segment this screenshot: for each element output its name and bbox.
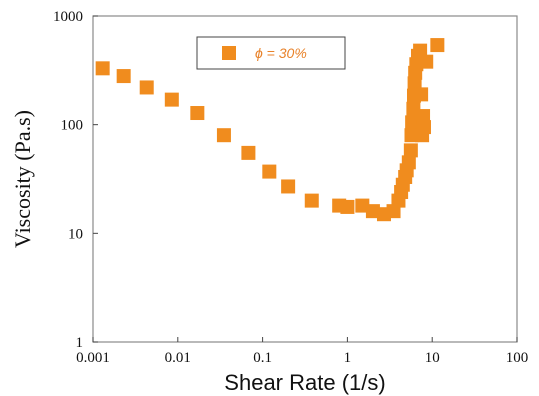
y-tick-label: 1 [76,335,84,351]
data-point [304,193,319,208]
data-point [416,120,431,135]
x-axis-title: Shear Rate (1/s) [224,370,385,395]
x-axis-ticks: 0.001 0.01 0.1 1 10 100 [76,337,528,366]
y-tick-label: 10 [68,226,83,242]
x-tick-label: 100 [506,350,529,366]
data-point [404,128,419,143]
x-tick-label: 0.01 [165,350,191,366]
data-point [430,38,445,53]
data-point [419,54,434,69]
y-axis-ticks: 1 10 100 1000 [53,9,98,351]
legend-box [196,36,346,70]
data-point [216,128,231,143]
data-markers [95,38,445,222]
data-point [414,87,429,102]
x-tick-label: 1 [344,350,352,366]
y-tick-label: 1000 [53,9,83,25]
legend-marker [222,46,236,60]
x-tick-label: 0.1 [253,350,272,366]
data-point [413,43,428,58]
data-point [95,61,110,76]
x-tick-label: 10 [425,350,440,366]
data-point [241,145,256,160]
y-tick-label: 100 [61,118,84,134]
data-point [407,76,422,91]
y-axis-title: Viscosity (Pa.s) [10,110,35,248]
data-point [139,80,154,95]
data-point [401,155,416,170]
plot-frame [92,15,518,343]
data-point [164,92,179,107]
legend-label: ϕ = 30% [255,45,307,61]
data-point [416,109,431,124]
data-point [405,115,420,130]
data-point [365,204,380,219]
data-point [340,199,355,214]
data-point [386,204,401,219]
x-tick-label: 0.001 [76,350,110,366]
data-point [281,179,296,194]
data-point [262,164,277,179]
data-point [355,198,370,213]
data-point [190,106,205,121]
plot-area-border [92,15,518,343]
legend: ϕ = 30% [196,36,346,70]
data-point [403,143,418,158]
data-point [116,69,131,84]
